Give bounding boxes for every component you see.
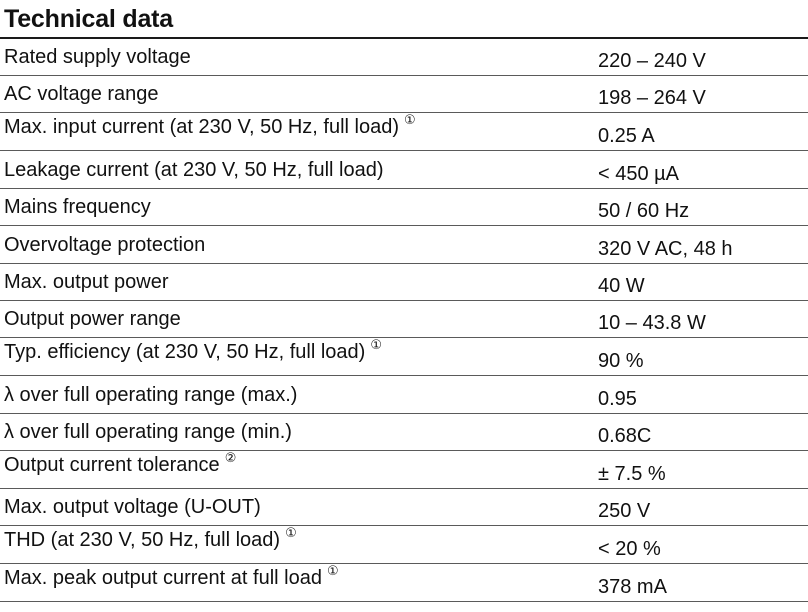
table-row: Leakage current (at 230 V, 50 Hz, full l… xyxy=(0,151,808,189)
row-label: Rated supply voltage xyxy=(4,46,191,68)
row-value: 40 W xyxy=(598,275,645,297)
table-row: AC voltage range 198 – 264 V xyxy=(0,76,808,113)
row-label: Typ. efficiency (at 230 V, 50 Hz, full l… xyxy=(4,337,382,363)
row-label: Output current tolerance ② xyxy=(4,450,237,476)
row-value: 0.95 xyxy=(598,388,637,410)
technical-data-table: Rated supply voltage 220 – 240 V AC volt… xyxy=(0,39,808,602)
row-value: 320 V AC, 48 h xyxy=(598,238,733,260)
title-divider xyxy=(0,37,808,39)
section-title: Technical data xyxy=(4,5,174,33)
table-row: Output current tolerance ② ± 7.5 % xyxy=(0,450,808,489)
row-value: ± 7.5 % xyxy=(598,463,666,485)
row-value: < 20 % xyxy=(598,538,661,560)
table-row: λ over full operating range (min.) 0.68C xyxy=(0,414,808,451)
table-row: Max. peak output current at full load ① 3… xyxy=(0,563,808,602)
row-value: 90 % xyxy=(598,350,644,372)
row-label: λ over full operating range (max.) xyxy=(4,384,298,406)
row-label: Max. input current (at 230 V, 50 Hz, ful… xyxy=(4,112,416,138)
row-label: Max. output power xyxy=(4,271,169,293)
row-value: 0.68C xyxy=(598,425,652,447)
row-label: AC voltage range xyxy=(4,83,159,105)
row-label: Leakage current (at 230 V, 50 Hz, full l… xyxy=(4,159,384,181)
row-value: 250 V xyxy=(598,500,651,522)
footnote-marker: ① xyxy=(326,563,339,578)
table-row: Output power range 10 – 43.8 W xyxy=(0,301,808,338)
row-value: 0.25 A xyxy=(598,125,655,147)
table-row: Max. output power 40 W xyxy=(0,264,808,301)
row-label: Max. output voltage (U-OUT) xyxy=(4,496,261,518)
row-label: λ over full operating range (min.) xyxy=(4,421,292,443)
table-row: Typ. efficiency (at 230 V, 50 Hz, full l… xyxy=(0,337,808,376)
table-row: THD (at 230 V, 50 Hz, full load) ① < 20 % xyxy=(0,525,808,564)
row-value: 220 – 240 V xyxy=(598,50,706,72)
footnote-marker: ① xyxy=(285,525,297,540)
row-label: Overvoltage protection xyxy=(4,234,206,256)
table-row: λ over full operating range (max.) 0.95 xyxy=(0,376,808,414)
table-row: Rated supply voltage 220 – 240 V xyxy=(0,39,808,76)
row-label: Output power range xyxy=(4,308,181,330)
table-row: Max. input current (at 230 V, 50 Hz, ful… xyxy=(0,112,808,151)
row-value: 378 mA xyxy=(598,576,667,598)
row-value: < 450 µA xyxy=(598,163,680,185)
table-row: Overvoltage protection 320 V AC, 48 h xyxy=(0,226,808,264)
footnote-marker: ② xyxy=(224,450,237,465)
row-label: Max. peak output current at full load ① xyxy=(4,563,339,589)
row-label: THD (at 230 V, 50 Hz, full load) ① xyxy=(4,525,297,551)
row-value: 198 – 264 V xyxy=(598,87,706,109)
table-row: Max. output voltage (U-OUT) 250 V xyxy=(0,489,808,526)
footnote-marker: ① xyxy=(370,337,382,352)
row-label: Mains frequency xyxy=(4,196,151,218)
table-row: Mains frequency 50 / 60 Hz xyxy=(0,189,808,226)
row-value: 50 / 60 Hz xyxy=(598,200,690,222)
row-value: 10 – 43.8 W xyxy=(598,312,706,334)
footnote-marker: ① xyxy=(404,112,416,127)
